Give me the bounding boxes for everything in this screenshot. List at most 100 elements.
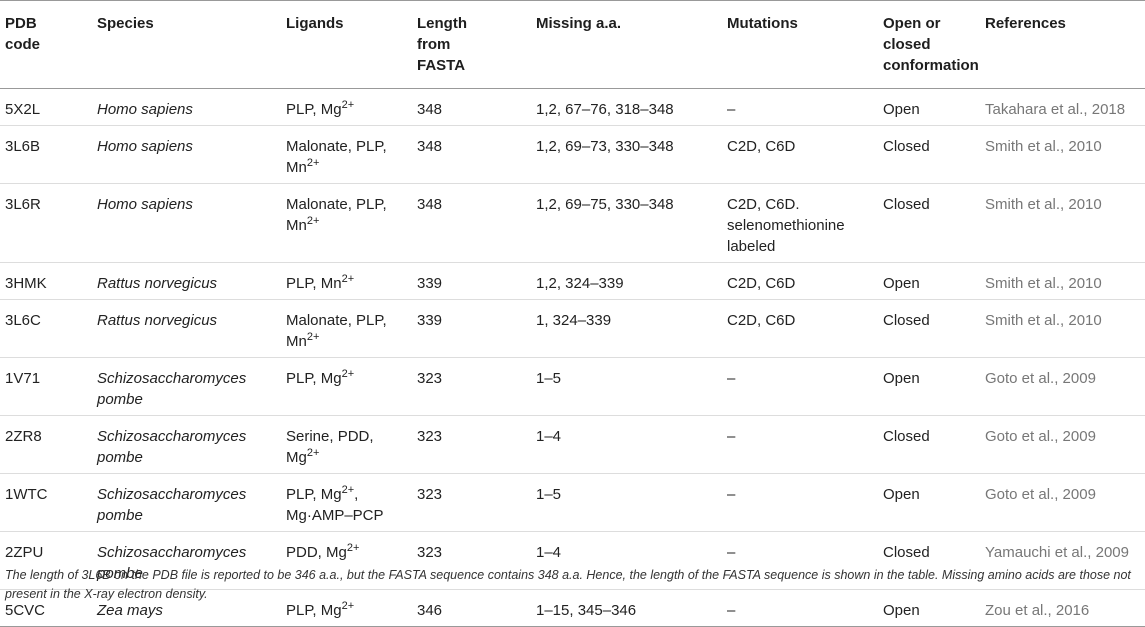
species-cell: Rattus norvegicus	[92, 262, 281, 300]
ligands-cell: PLP, Mg2+, Mg·AMP–PCP	[281, 473, 412, 532]
header-missing: Missing a.a.	[531, 0, 722, 89]
header-conformation: Open or closed conformation	[878, 0, 980, 89]
mutations-cell: C2D, C6D	[722, 262, 878, 300]
ion-charge-superscript: 2+	[341, 600, 355, 612]
ion-charge-superscript: 2+	[306, 157, 320, 169]
conformation-cell: Open	[878, 357, 980, 416]
length-cell: 348	[412, 88, 531, 126]
ligands-text: Malonate, PLP, Mn	[286, 312, 387, 350]
species-cell: Schizosaccharomyces pombe	[92, 473, 281, 532]
ion-charge-superscript: 2+	[306, 331, 320, 343]
pdb-code-cell: 5X2L	[0, 88, 92, 126]
ligands-cell: PLP, Mg2+	[281, 88, 412, 126]
table-footnote: The length of 3L6B on the PDB file is re…	[5, 568, 1131, 601]
ligands-text: Malonate, PLP, Mn	[286, 138, 387, 176]
missing-aa-cell: 1, 324–339	[531, 299, 722, 358]
ligands-cell: PDD, Mg2+	[281, 531, 412, 590]
pdb-code-cell: 3L6B	[0, 125, 92, 184]
pdb-code-cell: 2ZR8	[0, 415, 92, 474]
reference-cell: Goto et al., 2009	[980, 473, 1145, 532]
ion-charge-superscript: 2+	[341, 99, 355, 111]
ligands-text: PLP, Mg	[286, 370, 342, 387]
ligands-cell: Serine, PDD, Mg2+	[281, 415, 412, 474]
reference-cell: Takahara et al., 2018	[980, 88, 1145, 126]
reference-cell: Smith et al., 2010	[980, 262, 1145, 300]
pdb-code-cell: 3L6R	[0, 183, 92, 263]
conformation-cell: Open	[878, 88, 980, 126]
mutations-cell: –	[722, 357, 878, 416]
reference-cell: Smith et al., 2010	[980, 183, 1145, 263]
table-row: 2ZPU Schizosaccharomyces pombe PDD, Mg2+ 32…	[0, 531, 1145, 590]
missing-aa-cell: 1,2, 69–73, 330–348	[531, 125, 722, 184]
ligands-text: PLP, Mg	[286, 486, 342, 503]
mutations-cell: –	[722, 415, 878, 474]
species-cell: Rattus norvegicus	[92, 299, 281, 358]
mutations-cell: –	[722, 88, 878, 126]
header-mutations: Mutations	[722, 0, 878, 89]
pdb-code-cell: 3L6C	[0, 299, 92, 358]
table-row: 3L6B Homo sapiens Malonate, PLP, Mn2+ 348 1,…	[0, 125, 1145, 184]
reference-cell: Goto et al., 2009	[980, 357, 1145, 416]
missing-aa-cell: 1–4	[531, 531, 722, 590]
table-row: 3HMK Rattus norvegicus PLP, Mn2+ 339 1,2, 32…	[0, 262, 1145, 300]
ligands-cell: PLP, Mg2+	[281, 357, 412, 416]
header-pdb-code: PDB code	[0, 0, 92, 89]
table-row: 1WTC Schizosaccharomyces pombe PLP, Mg2+, …	[0, 473, 1145, 532]
missing-aa-cell: 1–4	[531, 415, 722, 474]
ligands-text: PLP, Mn	[286, 275, 342, 292]
missing-aa-cell: 1,2, 69–75, 330–348	[531, 183, 722, 263]
pdb-code-cell: 3HMK	[0, 262, 92, 300]
missing-aa-cell: 1,2, 67–76, 318–348	[531, 88, 722, 126]
length-cell: 323	[412, 473, 531, 532]
length-cell: 323	[412, 415, 531, 474]
ion-charge-superscript: 2+	[306, 215, 320, 227]
reference-cell: Goto et al., 2009	[980, 415, 1145, 474]
species-cell: Schizosaccharomyces pombe	[92, 531, 281, 590]
mutations-cell: C2D, C6D	[722, 299, 878, 358]
conformation-cell: Closed	[878, 183, 980, 263]
header-length: Length from FASTA	[412, 0, 531, 89]
header-row: PDB code Species Ligands Length from FAS…	[0, 0, 1145, 89]
table-row: 1V71 Schizosaccharomyces pombe PLP, Mg2+ 32…	[0, 357, 1145, 416]
ligands-text: Malonate, PLP, Mn	[286, 196, 387, 234]
ligands-text: PLP, Mg	[286, 101, 342, 118]
species-cell: Homo sapiens	[92, 125, 281, 184]
header-ligands: Ligands	[281, 0, 412, 89]
ligands-text: PLP, Mg	[286, 602, 342, 619]
ligands-text-suffix: , Mg·AMP–PCP	[286, 486, 384, 524]
ligands-cell: Malonate, PLP, Mn2+	[281, 299, 412, 358]
table-row: 5X2L Homo sapiens PLP, Mg2+ 348 1,2, 67–76, …	[0, 88, 1145, 126]
ion-charge-superscript: 2+	[341, 368, 355, 380]
mutations-cell: –	[722, 531, 878, 590]
conformation-cell: Closed	[878, 531, 980, 590]
mutations-cell: C2D, C6D	[722, 125, 878, 184]
species-cell: Schizosaccharomyces pombe	[92, 415, 281, 474]
header-species: Species	[92, 0, 281, 89]
length-cell: 323	[412, 357, 531, 416]
length-cell: 339	[412, 262, 531, 300]
conformation-cell: Closed	[878, 125, 980, 184]
species-cell: Schizosaccharomyces pombe	[92, 357, 281, 416]
mutations-cell: C2D, C6D. selenomethionine labeled	[722, 183, 878, 263]
pdb-code-cell: 1WTC	[0, 473, 92, 532]
missing-aa-cell: 1–5	[531, 473, 722, 532]
ion-charge-superscript: 2+	[306, 447, 320, 459]
table-row: 3L6C Rattus norvegicus Malonate, PLP, Mn2+…	[0, 299, 1145, 358]
ion-charge-superscript: 2+	[346, 542, 360, 554]
header-references: References	[980, 0, 1145, 89]
pdb-code-cell: 1V71	[0, 357, 92, 416]
reference-cell: Smith et al., 2010	[980, 125, 1145, 184]
ligands-cell: PLP, Mn2+	[281, 262, 412, 300]
length-cell: 348	[412, 183, 531, 263]
length-cell: 323	[412, 531, 531, 590]
table-row: 2ZR8 Schizosaccharomyces pombe Serine, PDD…	[0, 415, 1145, 474]
conformation-cell: Closed	[878, 299, 980, 358]
ligands-text: PDD, Mg	[286, 544, 347, 561]
ligands-cell: Malonate, PLP, Mn2+	[281, 125, 412, 184]
ligands-text: Serine, PDD, Mg	[286, 428, 374, 466]
species-cell: Homo sapiens	[92, 88, 281, 126]
reference-cell: Smith et al., 2010	[980, 299, 1145, 358]
missing-aa-cell: 1,2, 324–339	[531, 262, 722, 300]
